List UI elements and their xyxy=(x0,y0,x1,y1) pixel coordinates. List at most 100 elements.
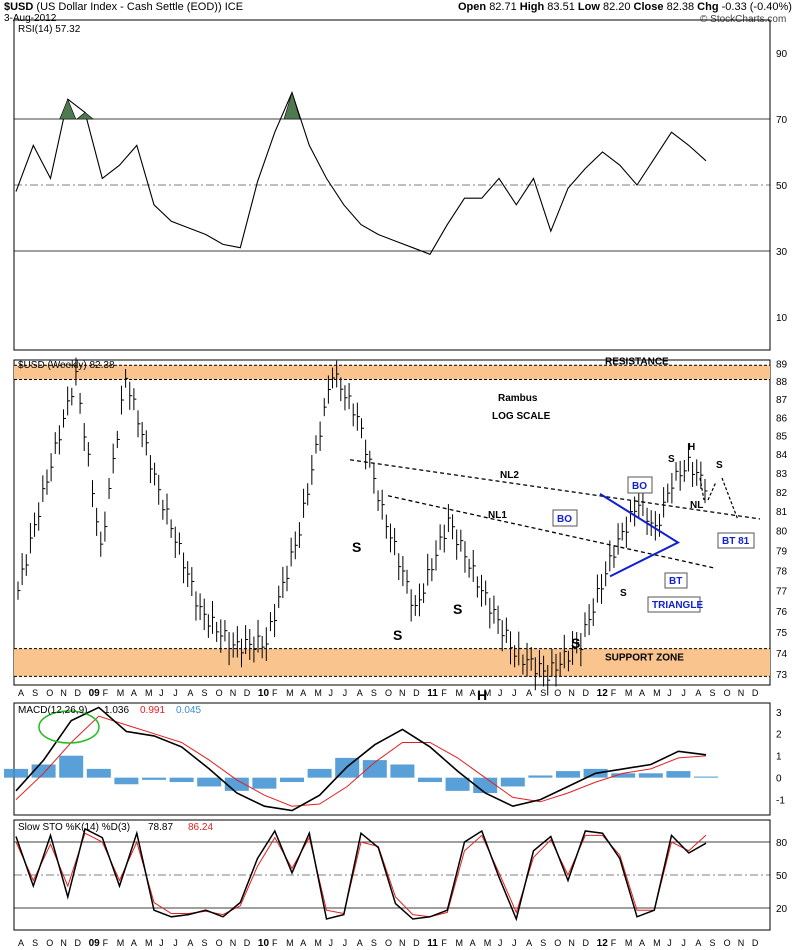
x-axis-label: D xyxy=(583,688,590,698)
ohlc-readout: Open 82.71 High 83.51 Low 82.20 Close 82… xyxy=(458,1,792,13)
callout-box xyxy=(627,476,653,494)
neckline-nl2 xyxy=(349,459,761,520)
rsi-tick-label: 50 xyxy=(776,181,788,192)
x-axis-label: O xyxy=(216,688,223,698)
log-scale-annotation: LOG SCALE xyxy=(492,411,551,422)
price-legend: $USD (Weekly) 82.38 xyxy=(18,360,115,371)
macd-histogram-bar xyxy=(418,777,442,783)
x-axis-label: O xyxy=(216,938,223,948)
x-axis-label: O xyxy=(724,688,731,698)
macd-tick-label: -1 xyxy=(776,796,785,807)
x-axis-label: D xyxy=(413,688,420,698)
x-axis-label: M xyxy=(145,688,153,698)
x-axis-label: D xyxy=(244,938,251,948)
callout-box xyxy=(664,572,688,589)
macd-panel-frame xyxy=(13,702,771,816)
open-label: Open xyxy=(458,1,487,13)
x-axis-label: O xyxy=(724,938,731,948)
pattern-label-head: H xyxy=(688,442,695,453)
price-tick-label: 82 xyxy=(776,488,788,499)
exchange: ICE xyxy=(224,1,244,13)
x-axis-label: J xyxy=(343,938,348,948)
callout-label: TRIANGLE xyxy=(652,600,703,611)
macd-tick-label: 3 xyxy=(776,708,782,719)
stoch-legend-d: 86.24 xyxy=(188,822,213,833)
chart-title: $USD (US Dollar Index - Cash Settle (EOD… xyxy=(4,1,243,13)
macd-histogram-bar xyxy=(528,775,553,778)
x-axis-label: M xyxy=(286,688,294,698)
x-axis-label: M xyxy=(625,938,633,948)
macd-histogram-bar xyxy=(694,776,718,778)
pattern-label-shoulder: S xyxy=(393,627,402,643)
x-axis-label: F xyxy=(441,938,447,948)
x-axis-label: M xyxy=(145,938,153,948)
x-axis-label: A xyxy=(131,938,137,948)
macd-histogram-bar xyxy=(390,764,415,778)
x-axis-label: A xyxy=(18,938,24,948)
x-axis-label: O xyxy=(46,688,53,698)
resistance-zone xyxy=(14,365,770,380)
price-tick-label: 79 xyxy=(776,546,788,557)
macd-histogram-bar xyxy=(638,773,663,778)
x-axis-label: J xyxy=(159,938,164,948)
close-label: Close xyxy=(633,1,664,13)
rsi-tick-label: 10 xyxy=(776,313,788,324)
pattern-label-shoulder: S xyxy=(716,460,723,471)
x-axis-label: M xyxy=(456,688,464,698)
price-tick-label: 73 xyxy=(776,670,788,681)
x-axis-label: O xyxy=(46,938,53,948)
pattern-label-head: H xyxy=(477,687,487,703)
macd-signal-line xyxy=(15,715,707,807)
macd-tick-label: 0 xyxy=(776,774,782,785)
macd-histogram-bar xyxy=(280,777,304,783)
x-axis-label: S xyxy=(371,688,377,698)
x-axis-label: 11 xyxy=(427,938,438,949)
pattern-label-neckline: NL1 xyxy=(488,510,507,521)
stoch-legend-k: 78.87 xyxy=(148,822,173,833)
x-axis-label: M xyxy=(286,938,294,948)
x-axis-label: J xyxy=(173,938,178,948)
x-axis-label: A xyxy=(526,938,532,948)
x-axis-label: N xyxy=(568,938,575,948)
price-tick-label: 83 xyxy=(776,469,788,480)
price-tick-label: 77 xyxy=(776,587,788,598)
x-axis-label: J xyxy=(328,688,333,698)
price-tick-label: 88 xyxy=(776,377,788,388)
price-tick-label: 81 xyxy=(776,507,788,518)
rsi-tick-label: 90 xyxy=(776,49,788,60)
x-axis-label: M xyxy=(625,688,633,698)
x-axis-label: F xyxy=(611,938,617,948)
triangle-pattern xyxy=(599,493,681,578)
stoch-k-line xyxy=(15,827,707,922)
x-axis-label: A xyxy=(357,688,363,698)
support-label: SUPPORT ZONE xyxy=(605,652,684,663)
x-axis-label: D xyxy=(74,938,81,948)
resistance-label: RESISTANCE xyxy=(605,356,669,367)
price-tick-label: 76 xyxy=(776,607,788,618)
x-axis-label: F xyxy=(441,688,447,698)
stoch-tick-label: 80 xyxy=(776,838,788,849)
price-tick-label: 74 xyxy=(776,649,788,660)
x-axis-label: S xyxy=(201,688,207,698)
x-axis-label: O xyxy=(554,938,561,948)
x-axis-label: 12 xyxy=(597,938,609,949)
x-axis-label: D xyxy=(413,938,420,948)
x-axis-label: A xyxy=(470,688,476,698)
x-axis-label: J xyxy=(343,688,348,698)
x-axis-label: N xyxy=(568,688,575,698)
x-axis-label: S xyxy=(710,688,716,698)
stoch-d-line xyxy=(15,832,707,918)
high-value: 83.51 xyxy=(547,1,575,13)
pattern-label-shoulder: S xyxy=(668,454,675,465)
x-axis-label: J xyxy=(498,938,503,948)
x-axis-label: A xyxy=(187,938,193,948)
x-axis-label: M xyxy=(484,938,492,948)
macd-histogram-bar xyxy=(307,768,332,778)
callout-box xyxy=(552,509,578,527)
x-axis-label: M xyxy=(484,688,492,698)
neckline-nl1 xyxy=(387,495,717,569)
x-axis-label: A xyxy=(18,688,24,698)
x-axis-label: S xyxy=(710,938,716,948)
pattern-label-neckline: NL2 xyxy=(500,470,519,481)
